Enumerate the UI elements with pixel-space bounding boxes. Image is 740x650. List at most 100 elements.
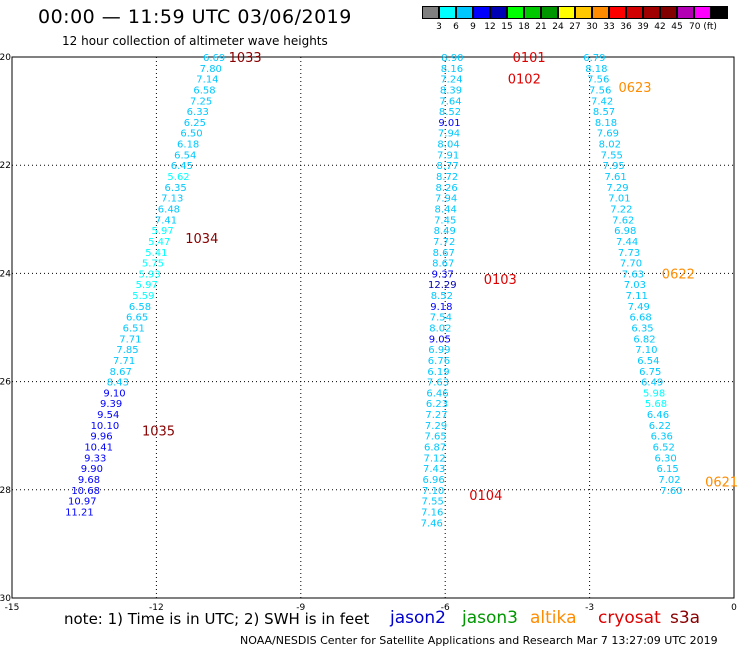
- swh-point-s3a: 10.68: [71, 486, 100, 497]
- swh-point-cryosat: 7.72: [433, 237, 455, 248]
- swh-point-cryosat: 8.67: [432, 259, 454, 270]
- swh-point-cryosat: 7.94: [438, 129, 460, 140]
- swh-point-cryosat: 6.99: [428, 345, 450, 356]
- legend-cryosat: cryosat: [598, 608, 661, 628]
- colorbar-swatch: [439, 6, 456, 19]
- colorbar-label: 39: [637, 22, 649, 32]
- swh-point-s3a: 7.13: [161, 194, 183, 205]
- colorbar-swatch: [626, 6, 643, 19]
- x-tick-label: -9: [296, 603, 305, 613]
- swh-point-cryosat: 7.46: [421, 518, 443, 529]
- swh-point-cryosat: 8.49: [434, 226, 456, 237]
- swh-point-altika: 7.56: [587, 75, 609, 86]
- swh-point-s3a: 9.10: [103, 388, 125, 399]
- swh-point-altika: 7.49: [628, 302, 650, 313]
- legend-altika: altika: [530, 608, 577, 628]
- swh-point-cryosat: 7.63: [427, 378, 449, 389]
- swh-point-altika: 7.55: [601, 150, 623, 161]
- swh-point-s3a: 9.33: [84, 453, 106, 464]
- swh-point-cryosat: 12.29: [428, 280, 457, 291]
- pass-time-label: 0622: [662, 267, 695, 282]
- swh-point-s3a: 6.50: [180, 129, 202, 140]
- swh-point-cryosat: 7.45: [434, 215, 456, 226]
- swh-point-s3a: 5.97: [152, 226, 174, 237]
- y-tick-label: -20: [0, 53, 11, 63]
- x-tick-label: -3: [585, 603, 594, 613]
- swh-point-altika: 6.98: [614, 226, 636, 237]
- colorbar-swatch: [524, 6, 541, 19]
- swh-point-cryosat: 7.16: [421, 507, 443, 518]
- swh-point-cryosat: 7.29: [425, 421, 447, 432]
- swh-point-s3a: 6.69: [203, 53, 225, 64]
- swh-point-s3a: 5.41: [145, 248, 167, 259]
- swh-point-cryosat: 8.77: [436, 161, 458, 172]
- pass-time-label: 1035: [142, 424, 175, 439]
- legend-jason3: jason3: [462, 608, 518, 628]
- swh-point-s3a: 5.97: [136, 280, 158, 291]
- swh-point-altika: 8.18: [595, 118, 617, 129]
- swh-point-cryosat: 8.52: [431, 291, 453, 302]
- y-tick-label: -28: [0, 486, 11, 496]
- footnote: note: 1) Time is in UTC; 2) SWH is in fe…: [64, 610, 370, 628]
- legend-jason2: jason2: [390, 608, 446, 628]
- swh-point-altika: 7.02: [658, 475, 680, 486]
- swh-point-s3a: 9.39: [100, 399, 122, 410]
- swh-point-s3a: 6.65: [126, 313, 148, 324]
- swh-point-altika: 6.46: [647, 410, 669, 421]
- swh-point-s3a: 9.96: [90, 432, 112, 443]
- colorbar-swatch: [473, 6, 490, 19]
- swh-point-s3a: 9.54: [97, 410, 119, 421]
- swh-point-s3a: 7.41: [155, 215, 177, 226]
- colorbar-label: 6: [453, 22, 459, 32]
- swh-point-altika: 7.22: [610, 204, 632, 215]
- pass-time-label: 0101: [513, 51, 546, 66]
- swh-point-s3a: 8.43: [107, 378, 129, 389]
- swh-point-altika: 7.95: [603, 161, 625, 172]
- swh-point-cryosat: 7.54: [430, 313, 452, 324]
- pass-time-label: 0621: [705, 476, 738, 491]
- swh-point-s3a: 6.18: [177, 140, 199, 151]
- swh-point-altika: 7.69: [597, 129, 619, 140]
- swh-point-altika: 7.63: [622, 269, 644, 280]
- swh-point-altika: 6.54: [637, 356, 659, 367]
- swh-point-altika: 6.22: [649, 421, 671, 432]
- swh-point-s3a: 9.68: [78, 475, 100, 486]
- colorbar-label: 45: [671, 22, 683, 32]
- swh-point-altika: 6.30: [655, 453, 677, 464]
- x-tick-label: -15: [5, 603, 20, 613]
- pass-time-label: 0102: [508, 73, 541, 88]
- swh-point-s3a: 8.67: [110, 367, 132, 378]
- swh-point-altika: 7.01: [608, 194, 630, 205]
- swh-point-cryosat: 6.87: [424, 443, 446, 454]
- colorbar-label: 21: [535, 22, 547, 32]
- swh-point-cryosat: 8.44: [435, 204, 457, 215]
- swh-point-altika: 6.36: [651, 432, 673, 443]
- pass-time-label: 0103: [484, 273, 517, 288]
- colorbar-swatch: [422, 6, 439, 19]
- colorbar-swatch: [609, 6, 626, 19]
- swh-point-s3a: 5.47: [148, 237, 170, 248]
- pass-time-label: 0623: [618, 81, 651, 96]
- colorbar-swatch: [490, 6, 507, 19]
- credit-line: NOAA/NESDIS Center for Satellite Applica…: [240, 634, 718, 647]
- swh-point-cryosat: 7.24: [440, 75, 462, 86]
- swh-point-cryosat: 7.27: [425, 410, 447, 421]
- swh-point-s3a: 10.97: [68, 497, 97, 508]
- swh-point-s3a: 5.62: [167, 172, 189, 183]
- colorbar-label: 30: [586, 22, 598, 32]
- swh-point-s3a: 6.25: [184, 118, 206, 129]
- swh-point-altika: 5.98: [643, 388, 665, 399]
- swh-point-s3a: 7.71: [113, 356, 135, 367]
- swh-point-cryosat: 8.90: [441, 53, 463, 64]
- swh-point-altika: 7.42: [591, 96, 613, 107]
- colorbar-swatch: [541, 6, 558, 19]
- chart-title: 00:00 — 11:59 UTC 03/06/2019: [38, 6, 352, 28]
- colorbar-swatch: [694, 6, 711, 19]
- swh-point-s3a: 7.85: [116, 345, 138, 356]
- swh-point-cryosat: 9.18: [430, 302, 452, 313]
- colorbar-label: 3: [436, 22, 442, 32]
- swh-point-altika: 5.68: [645, 399, 667, 410]
- swh-point-altika: 7.62: [612, 215, 634, 226]
- swh-point-s3a: 6.35: [165, 183, 187, 194]
